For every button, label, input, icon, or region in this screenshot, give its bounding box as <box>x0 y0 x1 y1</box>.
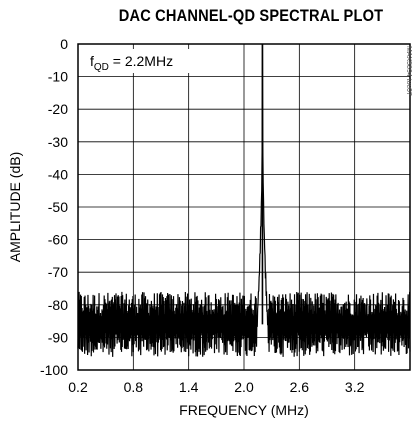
y-tick-label: -50 <box>48 199 68 215</box>
y-tick-label: -10 <box>48 69 68 85</box>
x-tick-labels: 0.2 0.8 1.4 2.0 2.6 3.2 <box>68 379 364 395</box>
annotation-text: = 2.2MHz <box>109 53 173 69</box>
y-tick-label: -80 <box>48 297 68 313</box>
series-trace <box>77 43 411 357</box>
y-tick-label: 0 <box>60 36 68 52</box>
frequency-annotation: fQD = 2.2MHz <box>90 53 173 73</box>
x-tick-label: 2.0 <box>234 379 254 395</box>
y-tick-label: -60 <box>48 232 68 248</box>
spectrum-trace <box>77 43 411 357</box>
watermark: MAX5894 toc07 <box>405 46 412 96</box>
annotation-background <box>84 49 194 73</box>
annotation-base: f <box>90 53 94 69</box>
x-axis-label: FREQUENCY (MHz) <box>179 402 309 418</box>
x-tick-label: 1.4 <box>179 379 199 395</box>
y-tick-labels: 0 -10 -20 -30 -40 -50 -60 -70 -80 -90 -100 <box>40 36 68 378</box>
y-tick-label: -30 <box>48 134 68 150</box>
y-tick-label: -20 <box>48 101 68 117</box>
plot-frame <box>77 43 411 371</box>
y-tick-label: -100 <box>40 362 68 378</box>
y-tick-label: -90 <box>48 329 68 345</box>
annotation-subscript: QD <box>94 62 109 73</box>
x-tick-label: 0.8 <box>124 379 144 395</box>
x-tick-label: 0.2 <box>68 379 88 395</box>
x-tick-label: 3.2 <box>345 379 365 395</box>
y-tick-label: -70 <box>48 264 68 280</box>
y-axis-label: AMPLITUDE (dB) <box>7 152 23 262</box>
y-tick-label: -40 <box>48 166 68 182</box>
x-tick-label: 2.6 <box>290 379 310 395</box>
chart-title: DAC CHANNEL-QD SPECTRAL PLOT <box>118 6 384 25</box>
